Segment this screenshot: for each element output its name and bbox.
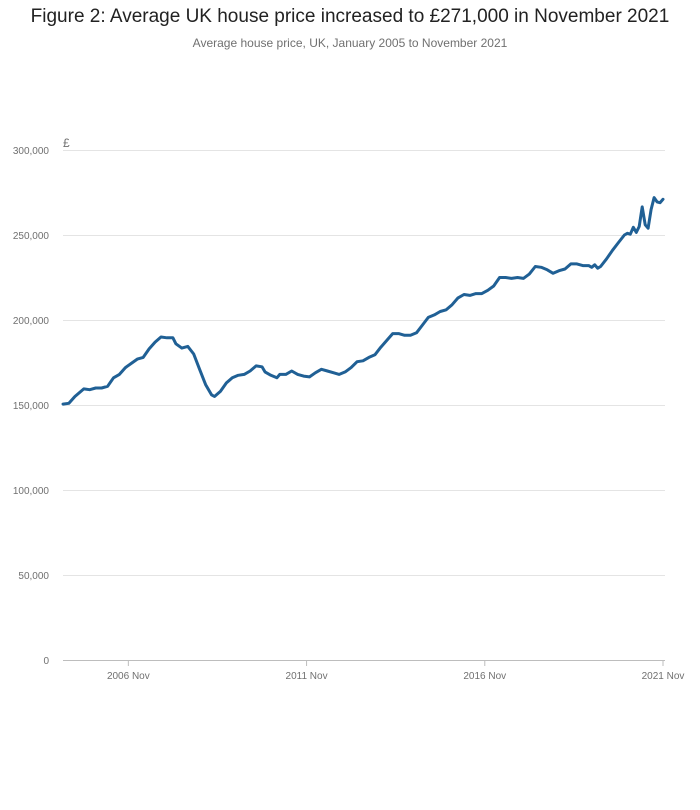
x-tick-label: 2006 Nov bbox=[107, 671, 150, 682]
chart-subtitle: Average house price, UK, January 2005 to… bbox=[192, 36, 508, 50]
y-tick-label: 300,000 bbox=[13, 146, 50, 157]
x-tick-label: 2011 Nov bbox=[286, 671, 328, 682]
series-line-average-house-price bbox=[61, 196, 665, 406]
chart-title: Figure 2: Average UK house price increas… bbox=[30, 6, 670, 27]
y-tick-label: 250,000 bbox=[13, 231, 50, 242]
y-gridlines bbox=[63, 150, 665, 576]
y-axis-tick-labels: 0 50,000 100,000 150,000 200,000 250,000 300,0… bbox=[13, 146, 50, 667]
y-tick-label: 150,000 bbox=[13, 401, 50, 412]
y-axis-unit: £ bbox=[63, 136, 70, 150]
x-axis-ticks: 2006 Nov 2011 Nov 2016 Nov 2021 Nov bbox=[107, 660, 684, 682]
y-tick-label: 50,000 bbox=[18, 571, 49, 582]
x-tick-label: 2016 Nov bbox=[463, 671, 506, 682]
x-tick-label: 2021 Nov bbox=[642, 671, 685, 682]
y-tick-label: 100,000 bbox=[13, 486, 50, 497]
y-tick-label: 0 bbox=[43, 656, 49, 667]
y-tick-label: 200,000 bbox=[13, 316, 50, 327]
